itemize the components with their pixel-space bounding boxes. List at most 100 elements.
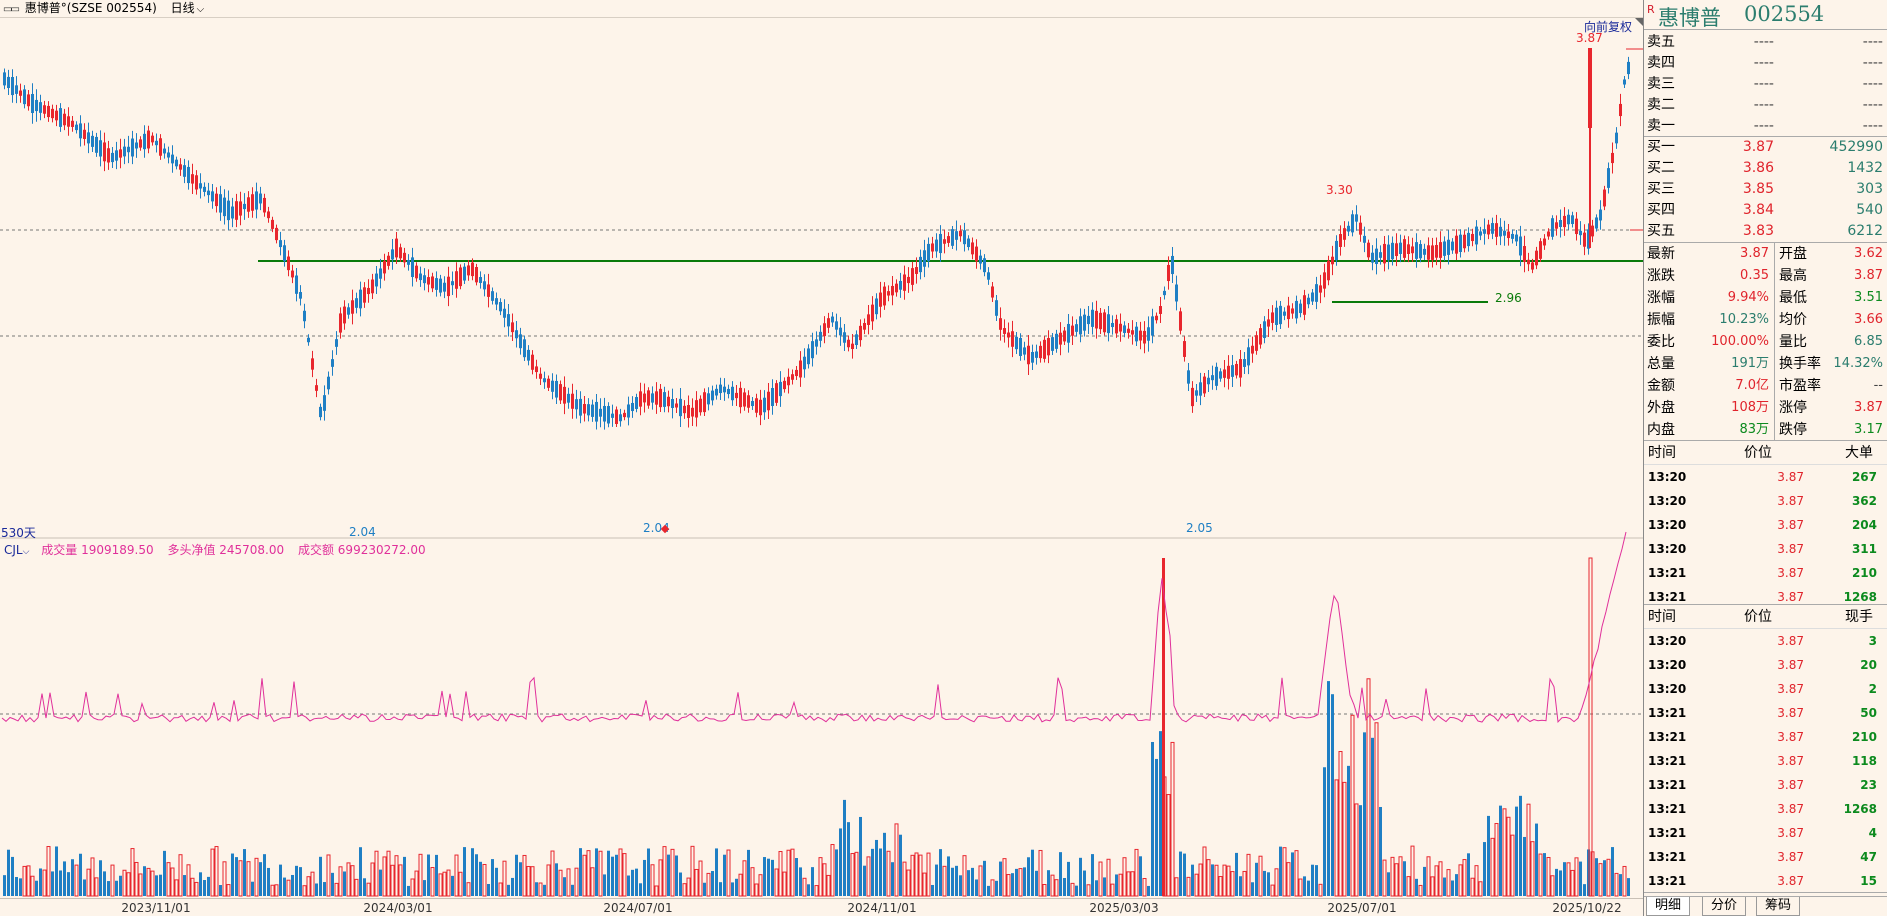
chart-menu-icon[interactable]: ▭▭ [3, 4, 20, 15]
volume-bar [1070, 882, 1075, 897]
period-selector[interactable]: 日线 ⌵ [171, 1, 205, 15]
volume-bar [343, 871, 346, 896]
candle-body [671, 399, 674, 408]
chart-canvas[interactable]: 3.87 3.30 2.04 2.04 2.05 2.96 [0, 18, 1643, 898]
candle-body [39, 102, 42, 113]
candle-body [131, 138, 134, 157]
volume-bar [511, 877, 514, 896]
price-cell: 3.87 [1777, 590, 1804, 604]
volume-bar [1359, 805, 1362, 896]
volume-bar [782, 871, 787, 897]
volume-bar [1338, 751, 1343, 897]
candle-body [1547, 231, 1550, 237]
volume-bar [799, 867, 802, 896]
volume-bar [1327, 681, 1330, 896]
candle-body [47, 105, 50, 118]
big-order-list[interactable]: 时间 价位 大单 13:20 3.87 267 13:20 3.87 362 13:20 3.87… [1644, 441, 1887, 605]
candle-body [1211, 375, 1214, 381]
volume-bar [1462, 859, 1467, 897]
volume-bar [1239, 876, 1242, 896]
price-cell: 3.87 [1777, 494, 1804, 508]
tab-chips[interactable]: 筹码 [1756, 897, 1801, 916]
quote-panel: R 惠博普 002554 卖五 ---- ---- 卖四 ---- ---- 卖三 ---… [1644, 0, 1887, 916]
row-price: 3.87 [1742, 139, 1774, 155]
candle-body [1427, 245, 1430, 260]
price-cell: 3.87 [1777, 682, 1804, 696]
candle-body [839, 327, 842, 336]
candle-body [223, 197, 226, 217]
quote-row: 委比 100.00% 量比 6.85 [1644, 331, 1887, 353]
candle-body [143, 133, 146, 150]
candle-body [823, 323, 826, 337]
volume-bar [475, 854, 478, 896]
candle-body [679, 398, 682, 417]
candle-body [1619, 103, 1622, 117]
volume-bar [19, 878, 22, 896]
candle-body [1375, 248, 1378, 265]
volume-bar [1147, 885, 1150, 896]
volume-bar [1222, 864, 1227, 897]
tab-price-distribution[interactable]: 分价 [1702, 897, 1747, 916]
volume-bar [1403, 861, 1406, 896]
volume-bar [830, 844, 835, 897]
volume-bar [346, 862, 351, 897]
candle-body [1175, 284, 1178, 302]
volume-bar [550, 850, 555, 897]
volume-bar [538, 882, 543, 897]
candle-body [403, 252, 406, 263]
candle-body [1219, 371, 1222, 379]
table-row: 13:20 3.87 267 [1644, 465, 1887, 489]
stock-code: 002554 [1744, 2, 1825, 26]
volume-bar [822, 863, 827, 897]
time-cell: 13:21 [1648, 778, 1687, 792]
volume-bar [535, 882, 538, 896]
volume-bar [479, 861, 482, 896]
row-label: 卖二 [1647, 97, 1675, 113]
volume-bar [847, 822, 850, 896]
volume-bar [79, 853, 82, 896]
volume-bar [771, 859, 774, 896]
candle-body [731, 386, 734, 401]
volume-bar [471, 848, 474, 896]
orderbook-row: 买四 3.84 540 [1644, 200, 1887, 221]
candle-body [35, 99, 38, 112]
volume-bar [1270, 884, 1275, 897]
quote-row: 金额 7.0亿 市盈率 -- [1644, 375, 1887, 397]
candle-body [1015, 336, 1018, 350]
price-cell: 3.87 [1777, 706, 1804, 720]
candle-body [455, 271, 458, 289]
candle-body [919, 256, 922, 273]
candle-body [183, 165, 186, 177]
volume-bar [463, 847, 466, 896]
candle-body [899, 280, 902, 290]
candle-body [327, 376, 330, 390]
volume-bar [686, 877, 691, 897]
kline-chart[interactable]: 3.87 3.30 2.04 2.04 2.05 2.96 [0, 18, 1643, 898]
candle-body [1479, 231, 1482, 236]
candle-body [195, 175, 198, 190]
volume-bar [682, 883, 687, 897]
volume-bar [839, 828, 842, 896]
volume-cell: 20 [1860, 658, 1877, 672]
candle-body [343, 306, 346, 324]
candle-body [463, 266, 466, 281]
candle-body [1071, 325, 1074, 336]
volume-bar [1526, 803, 1531, 897]
candle-body [807, 348, 810, 365]
volume-bar [159, 874, 162, 896]
tick-list[interactable]: 时间 价位 现手 13:20 3.87 3 13:20 3.87 20 13:20 3.87 2 13… [1644, 605, 1887, 893]
row-label: 买五 [1647, 223, 1675, 239]
chevron-down-icon[interactable]: ⌵ [22, 547, 30, 557]
candle-body [1127, 328, 1130, 333]
volume-bar [738, 873, 743, 897]
volume-bar [1499, 805, 1502, 896]
volume-bar [130, 848, 135, 897]
candle-body [759, 399, 762, 416]
restore-adjust-button[interactable]: 向前复权 [1584, 20, 1633, 34]
volume-bar [394, 855, 399, 897]
tab-detail[interactable]: 明细 [1646, 897, 1691, 916]
volume-bar [555, 863, 558, 896]
indicator-name[interactable]: CJL [4, 543, 23, 557]
x-tick: 2024/07/01 [603, 901, 673, 915]
volume-bar [103, 871, 106, 896]
